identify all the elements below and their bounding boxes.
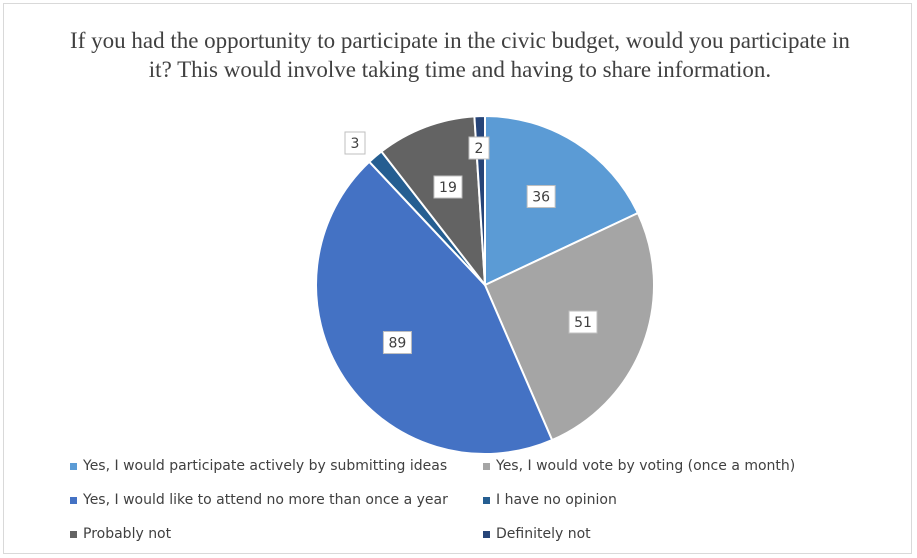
legend-label: Yes, I would vote by voting (once a mont… <box>496 458 796 474</box>
data-label-box <box>433 175 463 199</box>
data-label-text: 2 <box>475 141 484 157</box>
legend-item: Yes, I would like to attend no more than… <box>70 492 448 508</box>
legend-item: Definitely not <box>483 526 591 542</box>
legend-item: I have no opinion <box>483 492 617 508</box>
legend-label: Yes, I would like to attend no more than… <box>83 492 448 508</box>
data-label-text: 19 <box>439 180 457 196</box>
data-label: 36 <box>526 185 556 209</box>
pie-slices <box>315 114 655 455</box>
legend-item: Probably not <box>70 526 171 542</box>
legend-item: Yes, I would participate actively by sub… <box>70 458 447 474</box>
legend-swatch <box>70 496 77 504</box>
data-label-text: 3 <box>351 136 360 152</box>
chart-title: If you had the opportunity to participat… <box>70 28 850 82</box>
pie-slice <box>380 115 487 289</box>
data-label: 2 <box>468 136 490 160</box>
data-label: 51 <box>568 310 598 334</box>
legend-swatch <box>70 462 77 470</box>
pie-slice <box>315 160 554 455</box>
data-label: 89 <box>382 331 412 355</box>
data-label-box <box>568 310 598 334</box>
data-label: 19 <box>433 175 463 199</box>
pie-slice <box>484 114 640 287</box>
data-label-box <box>382 331 412 355</box>
data-label-box <box>526 185 556 209</box>
data-label-text: 89 <box>389 336 407 352</box>
legend-swatch <box>483 530 490 538</box>
legend-swatch <box>483 462 490 470</box>
data-label-text: 51 <box>574 315 592 331</box>
pie-data-labels: 36 51 89 3 19 2 <box>344 131 598 355</box>
legend-item: Yes, I would vote by voting (once a mont… <box>483 458 795 474</box>
legend-label: Definitely not <box>496 526 591 542</box>
legend-label: I have no opinion <box>496 492 617 508</box>
legend-label: Yes, I would participate actively by sub… <box>83 458 448 474</box>
legend-swatch <box>70 530 77 538</box>
legend-swatch <box>483 496 490 504</box>
data-label-box <box>468 136 490 160</box>
legend-label: Probably not <box>83 526 172 542</box>
data-label: 3 <box>344 131 366 155</box>
data-label-box <box>344 131 366 155</box>
data-label-text: 36 <box>532 190 550 206</box>
